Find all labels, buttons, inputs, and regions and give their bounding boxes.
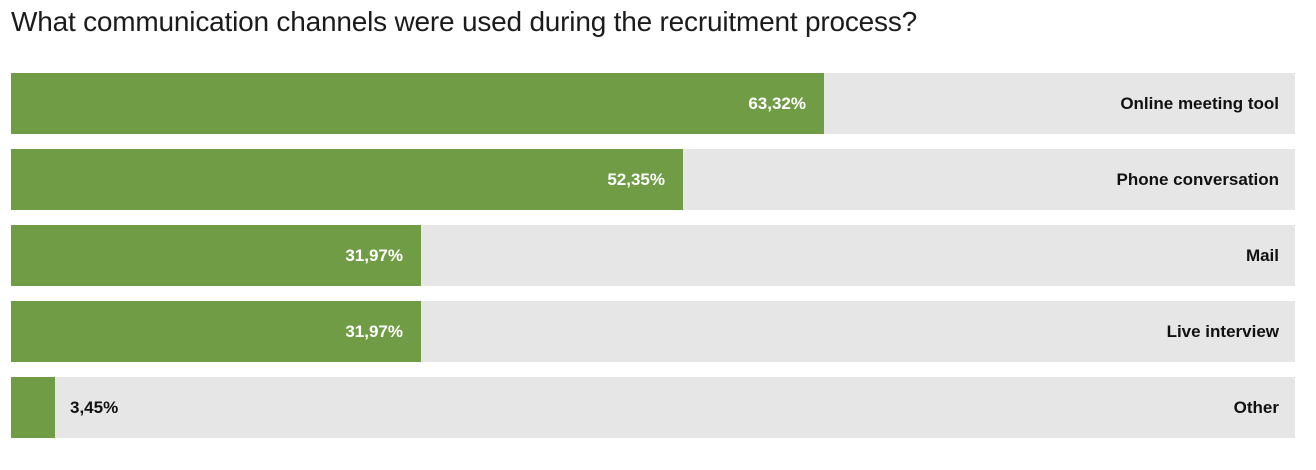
bar-value-label: 31,97% (345, 245, 403, 265)
chart-title: What communication channels were used du… (11, 6, 917, 37)
bar (11, 149, 683, 210)
bar (11, 73, 824, 134)
bar-value-label: 52,35% (607, 169, 665, 189)
bar-value-label: 63,32% (748, 93, 806, 113)
category-label: Mail (1245, 245, 1279, 265)
category-label: Online meeting tool (1120, 93, 1279, 113)
category-label: Live interview (1166, 321, 1279, 341)
bar-row: 52,35% Phone conversation (11, 149, 1295, 210)
bar-value-label: 3,45% (70, 397, 119, 417)
category-label: Other (1233, 397, 1279, 417)
bar-row: 3,45% Other (11, 377, 1295, 438)
bar (11, 225, 421, 286)
bar-chart: 63,32% Online meeting tool 52,35% Phone con… (11, 73, 1295, 453)
bar (11, 377, 55, 438)
bar-row: 31,97% Mail (11, 225, 1295, 286)
bar-value-label: 31,97% (345, 321, 403, 341)
category-label: Phone conversation (1116, 169, 1279, 189)
bar (11, 301, 421, 362)
bar-row: 63,32% Online meeting tool (11, 73, 1295, 134)
bar-row: 31,97% Live interview (11, 301, 1295, 362)
